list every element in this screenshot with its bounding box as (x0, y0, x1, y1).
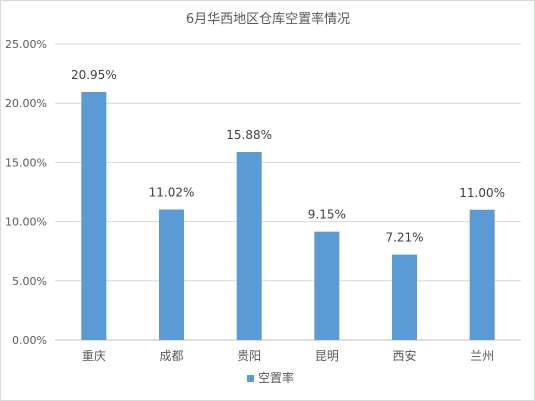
y-tick-label: 20.00% (5, 97, 47, 110)
data-label: 20.95% (71, 68, 117, 82)
y-tick-label: 25.00% (5, 38, 47, 51)
data-label: 7.21% (385, 231, 423, 245)
x-tick-label: 重庆 (82, 349, 106, 363)
legend: 空置率 (247, 370, 294, 385)
x-tick-label: 成都 (159, 349, 183, 363)
grid-lines (55, 43, 521, 341)
bar (392, 254, 417, 340)
x-tick-label: 兰州 (470, 349, 494, 363)
data-label: 11.00% (459, 186, 505, 200)
bar (159, 209, 184, 340)
x-tick-label: 西安 (392, 348, 416, 363)
y-tick-label: 10.00% (5, 216, 47, 229)
data-label: 11.02% (149, 186, 195, 200)
chart-title: 6月华西地区仓库空置率情况 (186, 11, 350, 27)
y-tick-label: 0.00% (12, 334, 47, 347)
labels: 0.00% 5.00% 10.00% 15.00% 20.00% 25.00% 20.95%… (5, 38, 505, 363)
bar (81, 91, 107, 341)
legend-swatch (247, 375, 254, 382)
y-tick-label: 15.00% (5, 156, 47, 169)
legend-label: 空置率 (258, 370, 294, 385)
bars (81, 91, 495, 341)
bar (314, 231, 340, 340)
bar (469, 209, 495, 340)
x-tick-label: 昆明 (315, 349, 339, 363)
data-label: 15.88% (226, 128, 272, 142)
data-label: 9.15% (308, 208, 346, 222)
x-tick-label: 贵阳 (237, 349, 261, 363)
bar (236, 151, 262, 340)
y-tick-label: 5.00% (12, 275, 47, 288)
